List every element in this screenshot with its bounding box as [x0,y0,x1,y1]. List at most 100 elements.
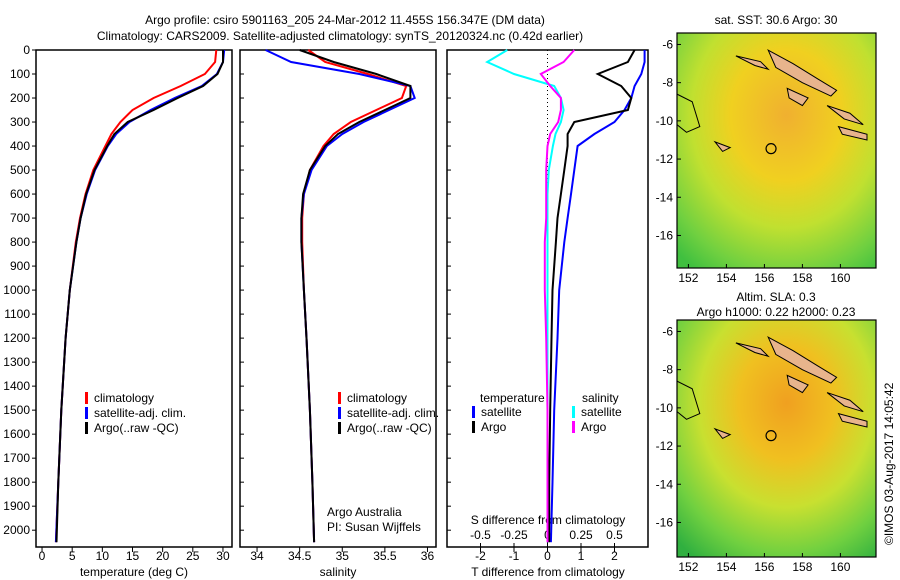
lon-tick-label: 160 [830,271,850,285]
series-line-argo-raw-qc- [55,50,224,543]
x-tick-label: 10 [96,549,110,563]
annotation-line: PI: Susan Wijffels [327,520,421,534]
credit-text: ©IMOS 03-Aug-2017 14:05:42 [882,382,896,545]
legend-label: Argo [581,420,607,434]
x-tick-label: 34.5 [288,549,312,563]
y-tick-label: 1900 [3,499,30,513]
y-tick-label: 400 [10,139,30,153]
lat-tick-label: -8 [662,363,673,377]
x-tick-label: 0 [39,549,46,563]
series-line-argo-raw-qc- [299,49,412,543]
series-line-temperature-argo [548,49,636,543]
plot-frame [239,49,437,548]
legend-swatch [572,421,575,433]
argo-location-marker [765,143,777,155]
lat-tick-label: -14 [656,477,674,491]
island-coastline [735,55,770,71]
legend-label: Argo(..raw -QC) [94,421,179,435]
lon-tick-label: 152 [678,560,698,574]
island-coastline [713,140,732,153]
island-coastline [786,374,809,394]
y-tick-label: 1400 [3,379,30,393]
lon-tick-label: 156 [754,271,774,285]
lat-tick-label: -10 [656,401,674,415]
island-coastline [767,49,838,97]
y-tick-label: 2000 [3,523,30,537]
temperature-panel: 0100200300400500600700800900100011001200… [3,43,233,579]
x-tick-label: 2 [611,549,618,563]
x2-tick-label: -0.5 [470,528,491,542]
x2-tick-label: -0.25 [500,528,528,542]
y-tick-label: 1200 [3,331,30,345]
legend-header: salinity [582,391,619,405]
x-tick-label: 35.5 [373,549,397,563]
lon-tick-label: 158 [792,271,812,285]
argo-location-marker [765,430,777,442]
title-line-1: Argo profile: csiro 5901163_205 24-Mar-2… [145,13,545,27]
y-tick-label: 200 [10,91,30,105]
island-coastline [837,125,868,141]
y-tick-label: 800 [10,235,30,249]
series-line-satellite-adj-clim- [265,49,416,543]
x-tick-label: 36 [421,549,435,563]
legend-swatch [472,421,475,433]
lat-tick-label: -12 [656,439,674,453]
x-tick-label: 1 [578,549,585,563]
legend-swatch [85,392,88,404]
map-field [677,33,876,268]
lon-tick-label: 160 [830,560,850,574]
y-tick-label: 1300 [3,355,30,369]
map-frame [676,32,877,269]
lat-tick-label: -14 [656,190,674,204]
lon-tick-label: 154 [716,560,736,574]
y-tick-label: 0 [23,43,30,57]
x-tick-label: 30 [216,549,230,563]
y-tick-label: 1600 [3,427,30,441]
legend-header: temperature [480,391,545,405]
x-axis-label: salinity [320,565,357,579]
lon-tick-label: 154 [716,271,736,285]
lat-tick-label: -12 [656,152,674,166]
legend-swatch [472,406,475,418]
legend-label: satellite-adj. clim. [94,406,186,420]
island-coastline [837,412,868,428]
x-tick-label: 5 [69,549,76,563]
series-line-satellite-adj-clim- [54,49,226,543]
y-tick-label: 100 [10,67,30,81]
lon-tick-label: 156 [754,560,774,574]
map-field [677,320,876,557]
legend-label: Argo(..raw -QC) [347,421,432,435]
legend-label: satellite [581,405,622,419]
x-axis-label: T difference from climatology [471,565,625,579]
annotation-line: Argo Australia [327,505,402,519]
map-title: sat. SST: 30.6 Argo: 30 [715,13,838,27]
legend-label: climatology [347,391,407,405]
series-line-salinity-argo [539,49,576,543]
y-tick-label: 700 [10,211,30,225]
lat-tick-label: -10 [656,114,674,128]
series-line-climatology [54,49,218,543]
legend-swatch [85,407,88,419]
series-line-temperature-satellite [549,50,646,543]
legend-label: climatology [94,391,154,405]
island-coastline [735,342,770,358]
x-tick-label: 25 [186,549,200,563]
lat-tick-label: -6 [662,37,673,51]
map-title: Altim. SLA: 0.3 [736,290,816,304]
x-tick-label: 35 [336,549,350,563]
legend-swatch [338,407,341,419]
x-tick-label: 20 [156,549,170,563]
legend-label: satellite [481,405,522,419]
y-tick-label: 900 [10,259,30,273]
x-tick-label: -1 [509,549,520,563]
difference-panel: -2 -1 0 1 2-0.5 -0.25 0 0.25 0.5T difference fro… [446,49,649,579]
x-tick-label: 0 [544,549,551,563]
legend-label: satellite-adj. clim. [347,406,439,420]
lat-tick-label: -16 [656,515,674,529]
y-tick-label: 1100 [4,307,30,321]
lat-tick-label: -6 [662,324,673,338]
x-tick-label: 15 [126,549,140,563]
y-tick-label: 300 [10,115,30,129]
